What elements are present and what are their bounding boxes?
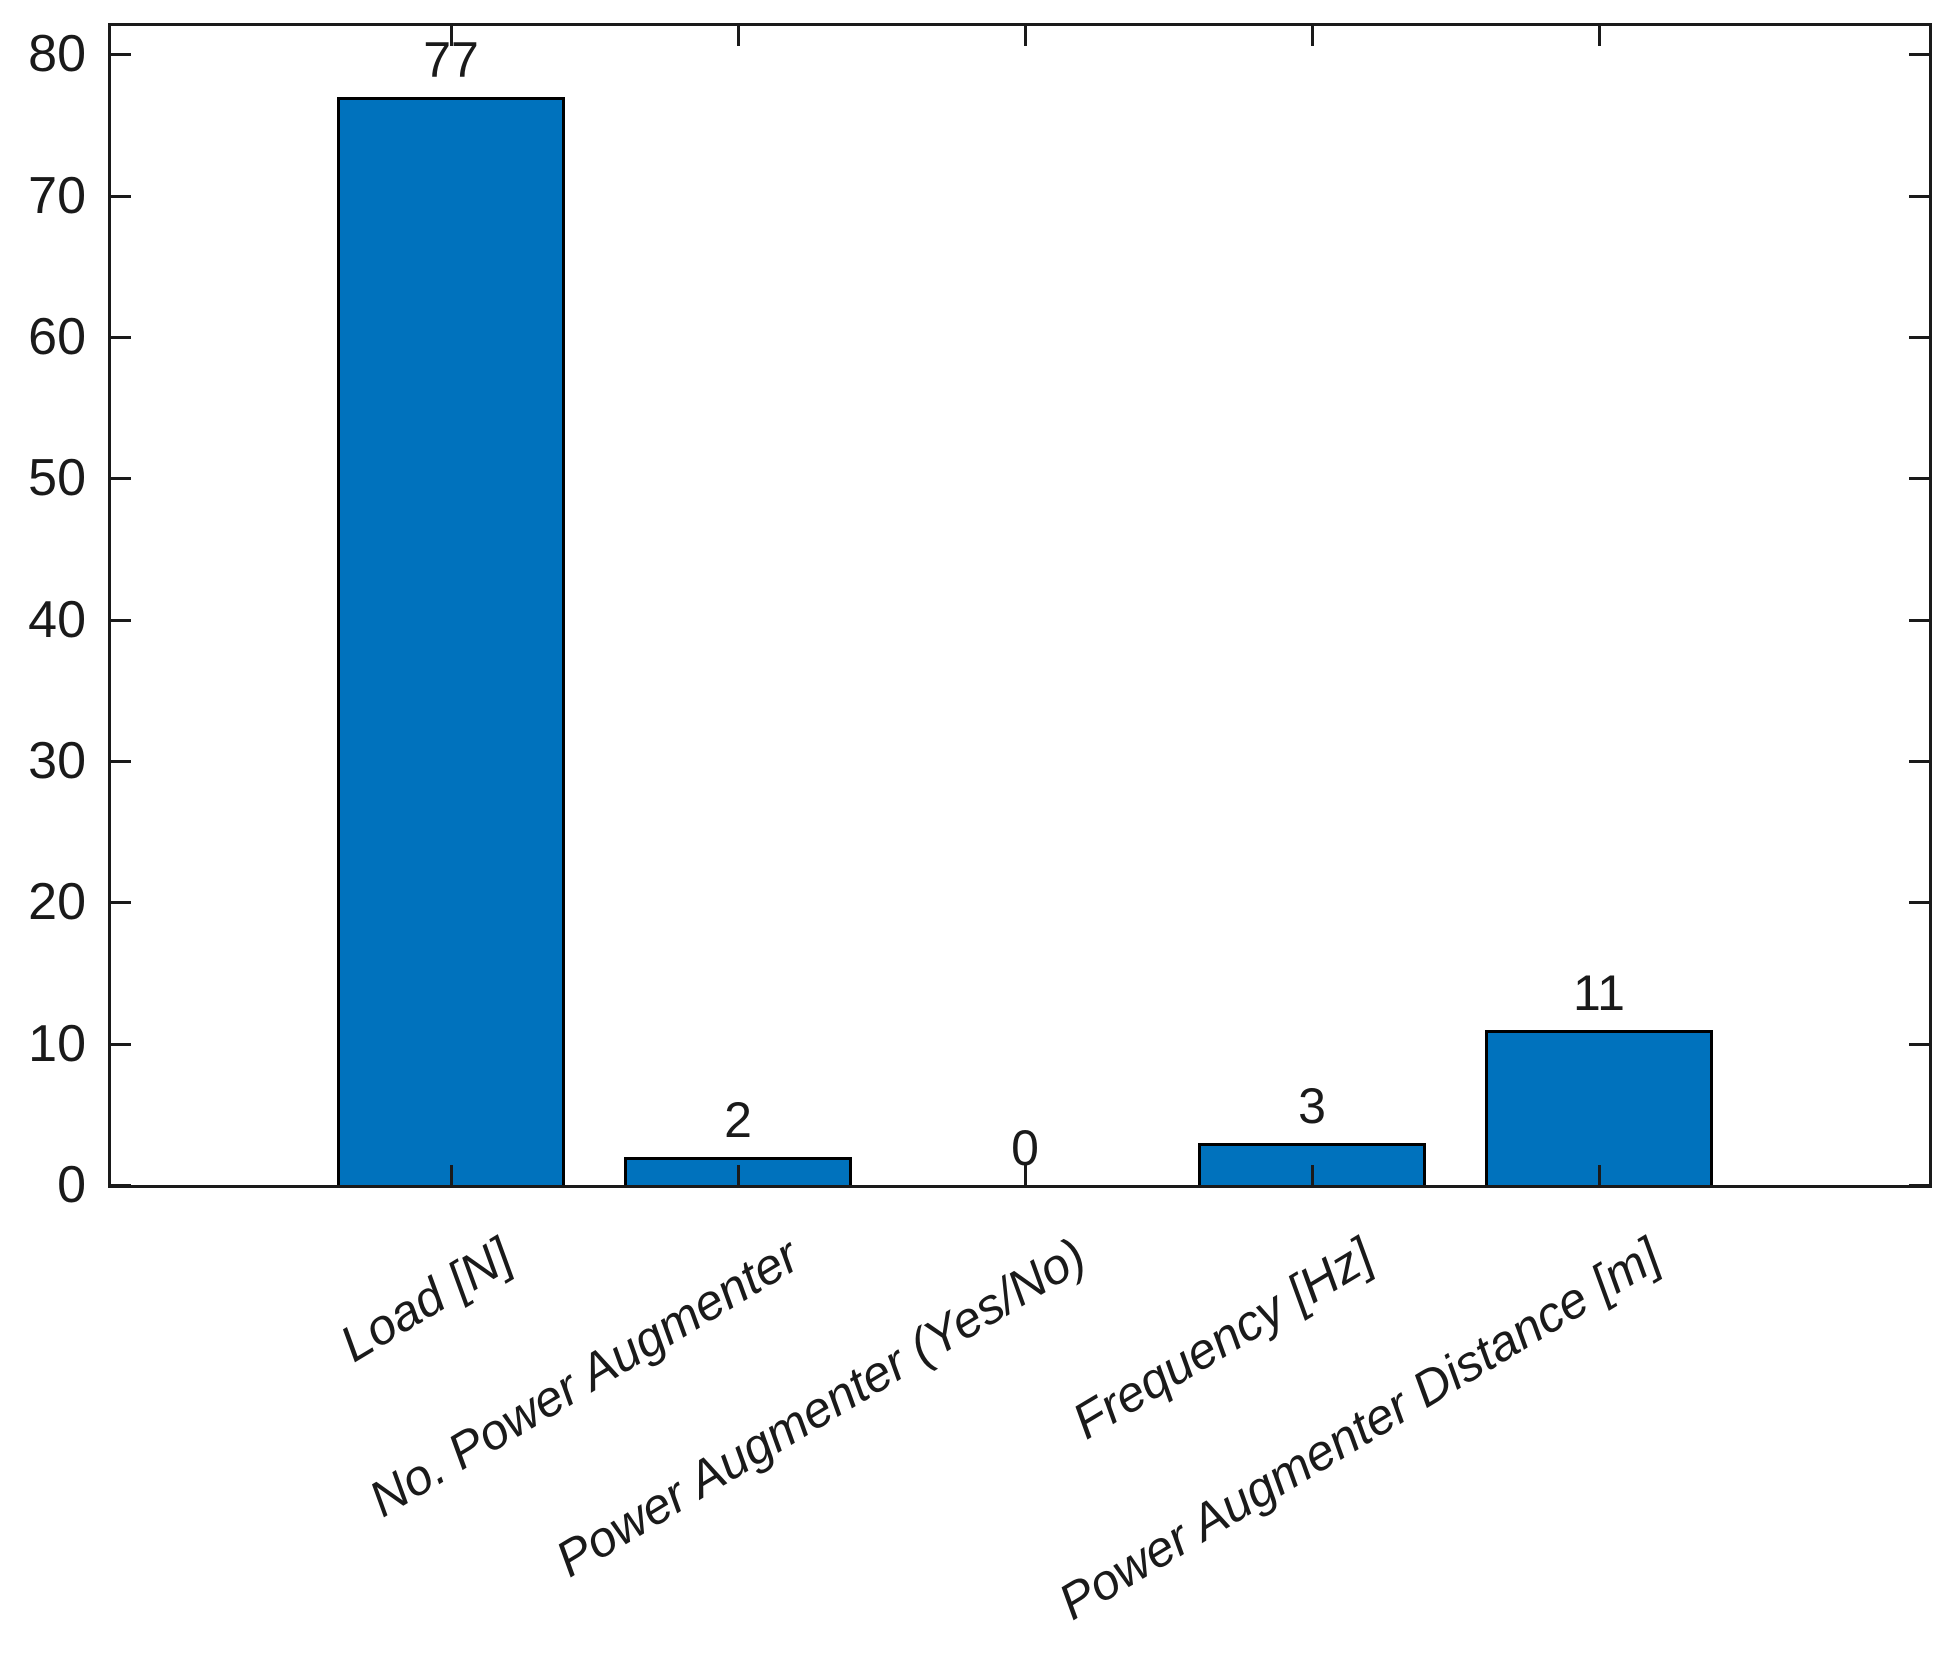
y-tick-right — [1909, 1042, 1929, 1046]
y-tick-label-30: 30 — [28, 732, 86, 790]
y-tick-label-50: 50 — [28, 449, 86, 507]
y-tick-right — [1909, 618, 1929, 622]
y-tick-left — [111, 618, 131, 622]
y-tick-label-70: 70 — [28, 167, 86, 225]
y-tick-right — [1909, 900, 1929, 904]
x-tick-bottom — [736, 1165, 740, 1185]
x-tick-bottom — [1023, 1165, 1027, 1185]
x-tick-top — [449, 26, 453, 46]
y-tick-right — [1909, 1183, 1929, 1187]
y-tick-left — [111, 476, 131, 480]
bar-value-label: 0 — [1011, 1120, 1039, 1176]
y-tick-right — [1909, 759, 1929, 763]
bar-power-augmenter-distance-m — [1485, 1030, 1713, 1185]
y-tick-left — [111, 52, 131, 56]
x-tick-bottom — [1597, 1165, 1601, 1185]
y-tick-label-40: 40 — [28, 591, 86, 649]
y-tick-right — [1909, 476, 1929, 480]
y-tick-label-10: 10 — [28, 1015, 86, 1073]
x-tick-bottom — [449, 1165, 453, 1185]
bar-value-label: 77 — [423, 32, 479, 88]
y-tick-left — [111, 335, 131, 339]
x-tick-label-load-n: Load [N] — [330, 1227, 522, 1373]
x-tick-top — [1310, 26, 1314, 46]
bar-value-label: 11 — [1573, 965, 1625, 1021]
bar-load-n — [337, 97, 565, 1185]
y-tick-label-0: 0 — [57, 1156, 86, 1214]
y-tick-right — [1909, 52, 1929, 56]
y-tick-left — [111, 1183, 131, 1187]
plot-area: 77 2 0 3 11 — [108, 23, 1932, 1188]
y-tick-right — [1909, 335, 1929, 339]
y-tick-left — [111, 759, 131, 763]
x-tick-top — [1023, 26, 1027, 46]
y-tick-left — [111, 900, 131, 904]
y-tick-label-20: 20 — [28, 873, 86, 931]
y-tick-left — [111, 1042, 131, 1046]
x-tick-label-power-augmenter-yes-no: Power Augmenter (Yes/No) — [546, 1227, 1096, 1588]
bar-value-label: 3 — [1298, 1078, 1326, 1134]
y-tick-label-60: 60 — [28, 308, 86, 366]
y-tick-right — [1909, 194, 1929, 198]
x-tick-top — [1597, 26, 1601, 46]
bar-value-label: 2 — [724, 1092, 752, 1148]
x-tick-bottom — [1310, 1165, 1314, 1185]
x-tick-top — [736, 26, 740, 46]
y-tick-left — [111, 194, 131, 198]
y-tick-label-80: 80 — [28, 25, 86, 83]
